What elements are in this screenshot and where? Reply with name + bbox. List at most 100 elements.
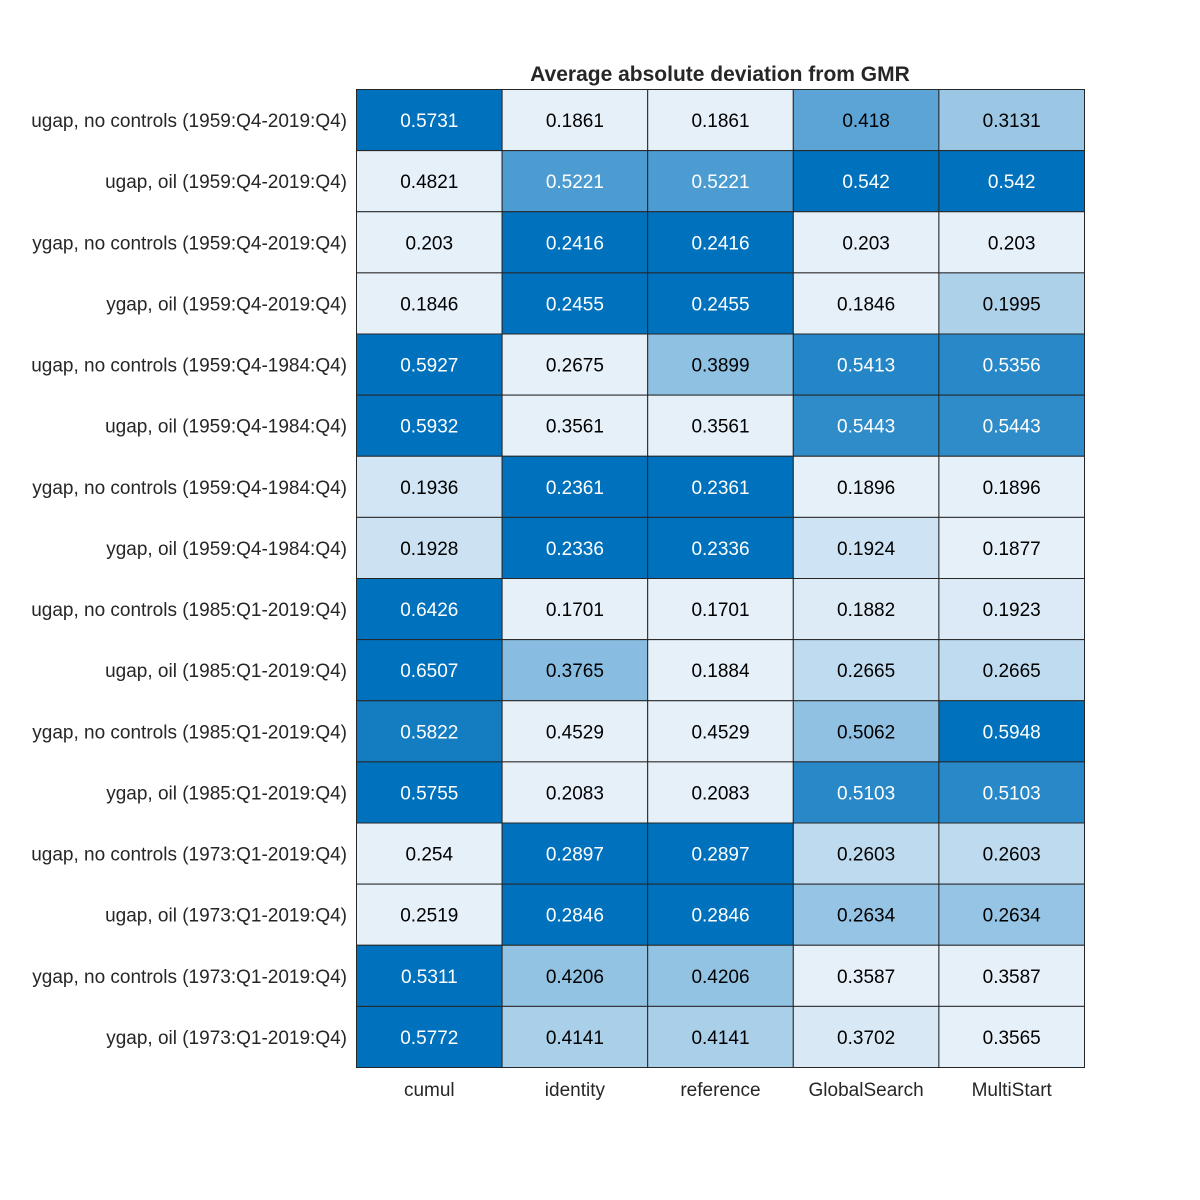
heatmap-cell	[792, 883, 940, 946]
heatmap-cell	[938, 516, 1086, 579]
row-label: ugap, no controls (1959:Q4-1984:Q4)	[31, 356, 347, 377]
cell-value-label: 0.3561	[691, 417, 749, 438]
cell-value-label: 0.3131	[983, 111, 1041, 132]
heatmap-cell	[501, 761, 649, 824]
heatmap-cell	[792, 761, 940, 824]
cell-value-label: 0.4141	[546, 1028, 604, 1049]
row-label: ygap, oil (1959:Q4-2019:Q4)	[106, 294, 347, 315]
heatmap-cell	[501, 394, 649, 457]
cell-value-label: 0.2361	[546, 478, 604, 499]
row-label: ugap, oil (1959:Q4-2019:Q4)	[105, 172, 347, 193]
heatmap-cell	[501, 516, 649, 579]
cell-value-label: 0.2897	[546, 845, 604, 866]
cell-value-label: 0.542	[988, 172, 1036, 193]
cell-value-label: 0.6507	[400, 661, 458, 682]
cell-value-label: 0.1701	[691, 600, 749, 621]
cell-value-label: 0.1896	[837, 478, 895, 499]
cell-value-label: 0.3561	[546, 417, 604, 438]
cell-value-label: 0.2416	[546, 233, 604, 254]
cell-value-label: 0.2083	[546, 783, 604, 804]
heatmap-cell	[647, 272, 794, 335]
cell-value-label: 0.5356	[983, 356, 1041, 377]
heatmap-cell	[647, 211, 794, 274]
row-label: ygap, oil (1985:Q1-2019:Q4)	[106, 783, 347, 804]
heatmap-cell	[938, 639, 1086, 702]
cell-value-label: 0.3899	[691, 356, 749, 377]
heatmap-cell	[792, 394, 940, 457]
cell-value-label: 0.1861	[546, 111, 604, 132]
cell-value-label: 0.5103	[983, 783, 1041, 804]
heatmap-cell	[356, 516, 503, 579]
cell-value-label: 0.2634	[983, 906, 1042, 927]
cell-value-label: 0.5103	[837, 783, 895, 804]
heatmap-cell	[647, 333, 794, 396]
heatmap-cell	[356, 639, 503, 702]
cell-value-label: 0.3565	[983, 1028, 1041, 1049]
column-label: GlobalSearch	[809, 1080, 924, 1101]
cell-value-label: 0.4141	[691, 1028, 749, 1049]
heatmap-cell	[501, 1005, 649, 1068]
cell-value-label: 0.2665	[983, 661, 1041, 682]
row-label: ygap, oil (1973:Q1-2019:Q4)	[106, 1028, 347, 1049]
cell-value-label: 0.2455	[546, 294, 604, 315]
heatmap-cell	[501, 639, 649, 702]
heatmap-cell	[356, 150, 503, 213]
cell-value-label: 0.5755	[400, 783, 458, 804]
row-label: ygap, no controls (1973:Q1-2019:Q4)	[32, 967, 347, 988]
column-label: reference	[680, 1080, 760, 1101]
cell-value-label: 0.2083	[691, 783, 749, 804]
heatmap-cell	[356, 761, 503, 824]
heatmap-cell	[938, 944, 1086, 1007]
cell-value-label: 0.3587	[837, 967, 895, 988]
heatmap-cell	[938, 272, 1086, 335]
row-label: ugap, no controls (1959:Q4-2019:Q4)	[31, 111, 347, 132]
cell-value-label: 0.2665	[837, 661, 895, 682]
cell-value-label: 0.2361	[691, 478, 749, 499]
cell-value-label: 0.5772	[400, 1028, 458, 1049]
heatmap-cell	[647, 516, 794, 579]
heatmap-cell	[501, 211, 649, 274]
heatmap-cell	[356, 1005, 503, 1068]
cell-value-label: 0.2336	[691, 539, 749, 560]
heatmap-cell	[501, 89, 649, 152]
heatmap-cell	[501, 272, 649, 335]
heatmap-cell	[647, 639, 794, 702]
heatmap-cell	[647, 1005, 794, 1068]
heatmap-cell	[792, 639, 940, 702]
heatmap-cells: 0.5731 0.1861 0.1861 0.418 0.3131 0.4821 0.522…	[356, 89, 1086, 1068]
heatmap-cell	[792, 822, 940, 885]
row-label: ygap, no controls (1959:Q4-2019:Q4)	[32, 233, 347, 254]
cell-value-label: 0.3702	[837, 1028, 895, 1049]
row-labels: ugap, no controls (1959:Q4-2019:Q4) ugap,…	[31, 111, 347, 1049]
heatmap-cell	[647, 150, 794, 213]
heatmap-cell	[792, 1005, 940, 1068]
cell-value-label: 0.5731	[400, 111, 458, 132]
chart-title: Average absolute deviation from GMR	[530, 63, 910, 86]
heatmap-cell	[938, 211, 1086, 274]
heatmap-cell	[792, 516, 940, 579]
cell-value-label: 0.5927	[400, 356, 458, 377]
cell-value-label: 0.542	[842, 172, 890, 193]
row-label: ygap, no controls (1985:Q1-2019:Q4)	[32, 722, 347, 743]
heatmap-cell	[938, 883, 1086, 946]
cell-value-label: 0.4821	[400, 172, 458, 193]
row-label: ugap, no controls (1985:Q1-2019:Q4)	[31, 600, 347, 621]
cell-value-label: 0.4206	[691, 967, 749, 988]
heatmap-cell	[938, 700, 1086, 763]
cell-value-label: 0.203	[406, 233, 454, 254]
cell-value-label: 0.2519	[400, 906, 458, 927]
cell-value-label: 0.2603	[837, 845, 895, 866]
heatmap-cell	[792, 944, 940, 1007]
heatmap-cell	[501, 944, 649, 1007]
cell-value-label: 0.1861	[691, 111, 749, 132]
cell-value-label: 0.418	[842, 111, 890, 132]
cell-value-label: 0.4529	[546, 722, 604, 743]
cell-value-label: 0.1882	[837, 600, 895, 621]
cell-value-label: 0.4529	[691, 722, 749, 743]
cell-value-label: 0.203	[988, 233, 1036, 254]
cell-value-label: 0.5443	[837, 417, 895, 438]
column-labels: cumul identity reference GlobalSearch MultiS…	[404, 1080, 1053, 1101]
heatmap-cell	[792, 211, 940, 274]
cell-value-label: 0.5443	[983, 417, 1041, 438]
